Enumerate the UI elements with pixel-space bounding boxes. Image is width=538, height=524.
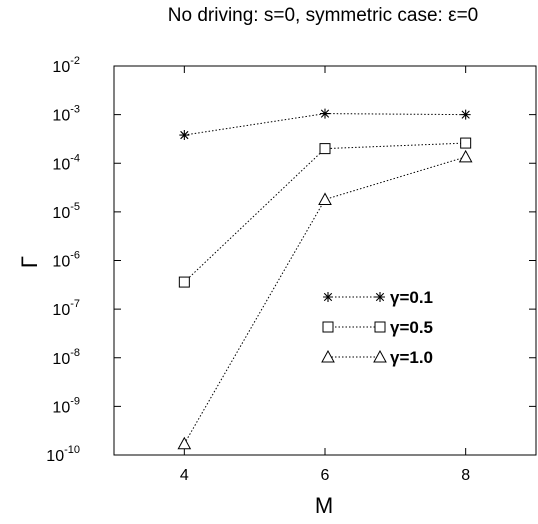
- legend: γ=0.1 γ=0.5 γ=1.0: [321, 288, 433, 367]
- data-point: [319, 143, 331, 155]
- x-axis-label: M: [315, 493, 333, 518]
- y-tick-label: 10-8: [52, 347, 80, 368]
- y-tick-label: 10-3: [52, 104, 80, 125]
- data-point: [320, 108, 330, 119]
- legend-label: γ=1.0: [390, 348, 433, 367]
- legend-marker-end: [373, 349, 387, 363]
- data-point: [460, 137, 472, 149]
- series-star: [179, 108, 471, 141]
- series-line: [183, 142, 466, 283]
- plot-frame: [113, 65, 537, 456]
- y-tick-label: 10-2: [52, 55, 80, 76]
- x-tick-label: 4: [180, 467, 189, 484]
- legend-label: γ=0.1: [390, 288, 433, 307]
- y-tick-label: 10-10: [46, 444, 80, 465]
- y-tick-label: 10-9: [52, 395, 80, 416]
- y-tick-label: 10-6: [52, 250, 80, 271]
- data-point: [179, 130, 190, 141]
- legend-marker-start: [323, 292, 333, 302]
- x-tick-label: 8: [461, 467, 470, 484]
- data-point: [458, 149, 473, 163]
- legend-label: γ=0.5: [390, 318, 433, 337]
- y-tick-label: 10-5: [52, 201, 80, 222]
- axis-ticks: 10-10 10-9 10-8 10-7 10-6 10-5 10-4 10-3 10-2 4 6 8: [46, 55, 536, 484]
- data-point: [318, 192, 332, 205]
- series-square: [178, 137, 472, 288]
- data-point: [460, 109, 471, 120]
- y-tick-label: 10-7: [52, 298, 80, 319]
- series-layer: [177, 108, 473, 450]
- legend-marker-start: [321, 349, 335, 363]
- chart-title: No driving: s=0, symmetric case: ε=0: [168, 5, 478, 26]
- y-axis-label: Γ: [17, 256, 42, 268]
- data-point: [177, 436, 192, 450]
- legend-entry: γ=0.1: [323, 288, 433, 307]
- x-tick-label: 6: [321, 467, 330, 484]
- legend-entry: γ=1.0: [321, 348, 433, 367]
- data-point: [178, 276, 190, 288]
- legend-marker-end: [375, 292, 385, 302]
- legend-marker-end: [374, 321, 386, 333]
- legend-marker-start: [322, 321, 334, 333]
- y-tick-label: 10-4: [52, 152, 80, 173]
- legend-entry: γ=0.5: [322, 318, 433, 337]
- series-triangle: [177, 149, 473, 450]
